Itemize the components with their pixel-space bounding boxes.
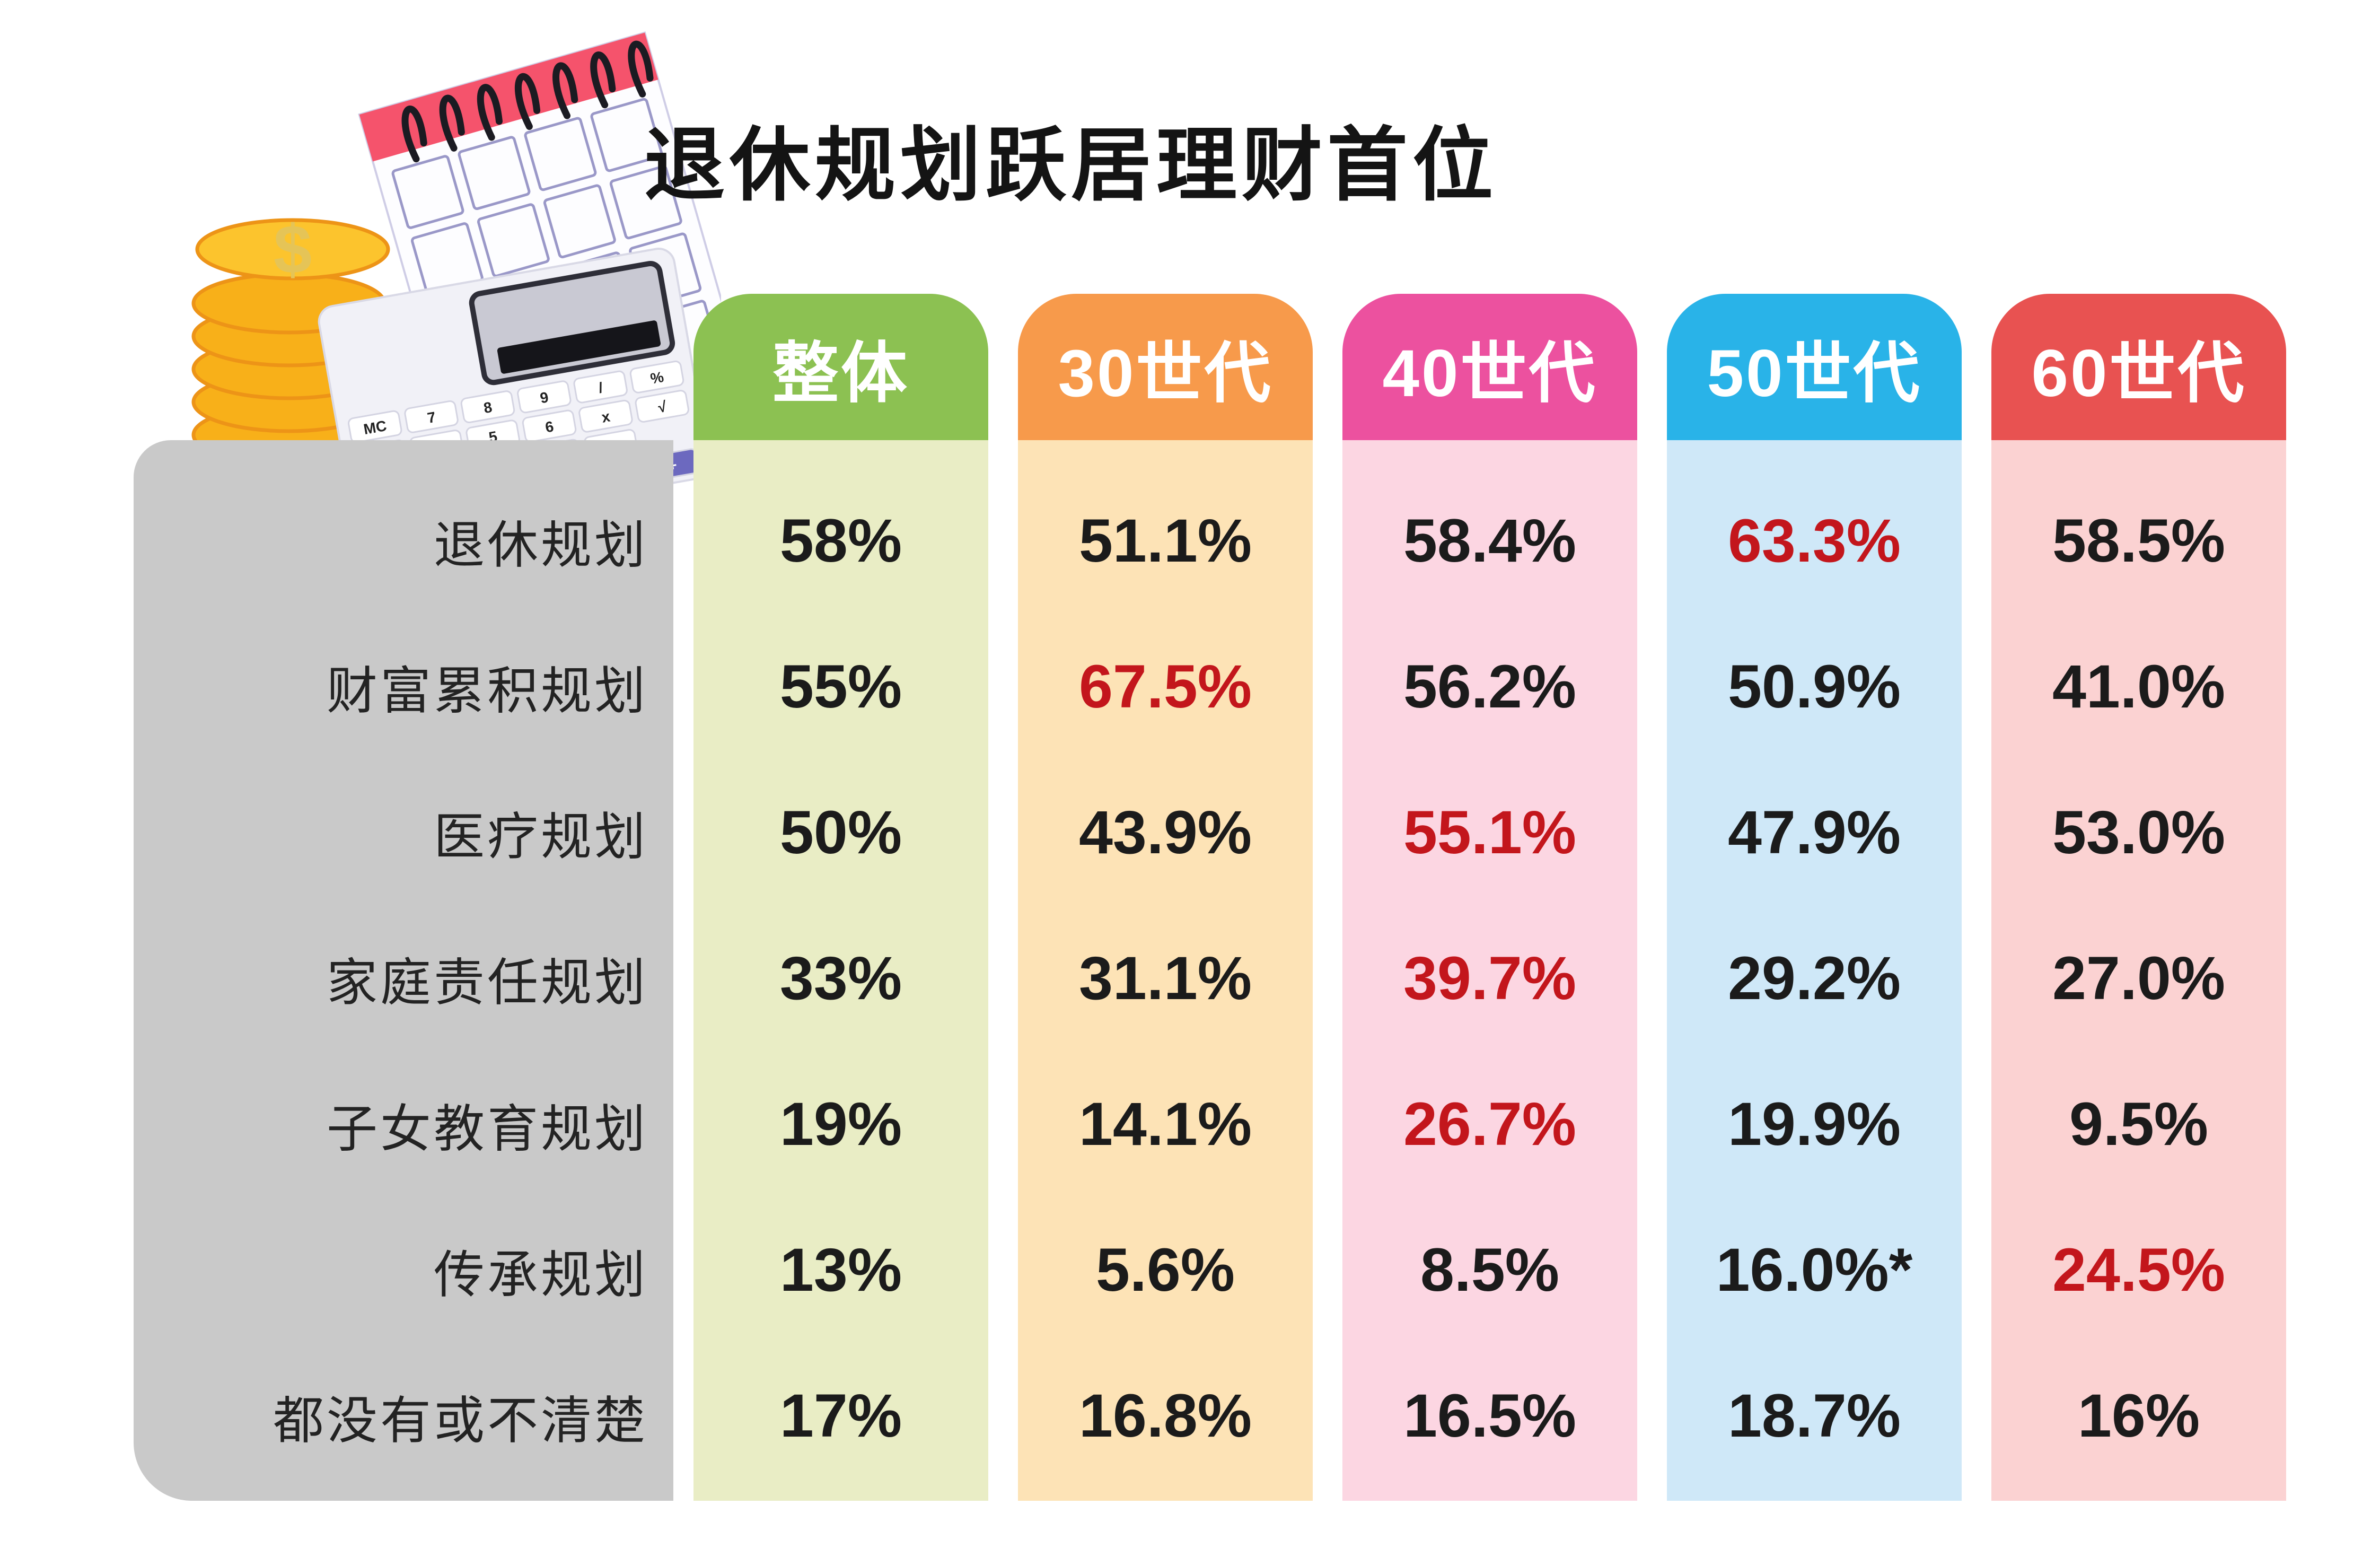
- data-column: 60世代 58.5% 41.0% 53.0% 27.0% 9.5% 24.5% 16%: [1991, 294, 2286, 1501]
- row-label: 家庭责任规划: [327, 955, 648, 1012]
- calculator-key: [573, 370, 628, 404]
- value-cell: 27.0%: [2052, 944, 2226, 1012]
- value-cell: 33%: [779, 944, 902, 1012]
- calculator-key: [635, 390, 689, 423]
- data-column: 40世代 58.4% 56.2% 55.1% 39.7% 26.7% 8.5% 16.5%: [1342, 294, 1637, 1501]
- column-header: 30世代: [1018, 294, 1313, 440]
- column-body: 58% 55% 50% 33% 19% 13% 17%: [693, 440, 988, 1501]
- value-cell: 26.7%: [1403, 1090, 1577, 1159]
- value-cell: 58.4%: [1403, 506, 1577, 575]
- calculator-key: [629, 360, 684, 393]
- column-body: 51.1% 67.5% 43.9% 31.1% 14.1% 5.6% 16.8%: [1018, 440, 1313, 1501]
- value-cell: 58.5%: [2052, 506, 2226, 575]
- calculator-key-label: MC: [362, 417, 388, 438]
- column-header: 50世代: [1667, 294, 1962, 440]
- column-body: 63.3% 50.9% 47.9% 29.2% 19.9% 16.0%* 18.7%: [1667, 440, 1962, 1501]
- calculator-key-label: √: [657, 398, 668, 416]
- calculator-key-label: 9: [539, 389, 550, 406]
- value-cell: 41.0%: [2052, 652, 2226, 721]
- value-cell: 16.5%: [1403, 1382, 1577, 1450]
- calculator-key-label: 7: [426, 409, 437, 426]
- row-label: 传承规划: [434, 1246, 648, 1303]
- row-label: 退休规划: [434, 517, 648, 574]
- value-cell: 19.9%: [1727, 1090, 1901, 1159]
- value-cell: 19%: [779, 1090, 902, 1159]
- column-body: 58.5% 41.0% 53.0% 27.0% 9.5% 24.5% 16%: [1991, 440, 2286, 1501]
- value-cell: 67.5%: [1078, 652, 1252, 721]
- column-body: 58.4% 56.2% 55.1% 39.7% 26.7% 8.5% 16.5%: [1342, 440, 1637, 1501]
- value-cell: 16%: [2077, 1382, 2200, 1450]
- calculator-key: [517, 380, 572, 414]
- calculator-key: [348, 410, 402, 443]
- value-cell: 47.9%: [1727, 798, 1901, 867]
- calculator-key: [578, 399, 633, 433]
- calculator-screen-band: [497, 320, 661, 374]
- data-column: 50世代 63.3% 50.9% 47.9% 29.2% 19.9% 16.0%* 18.7%: [1667, 294, 1962, 1501]
- column-header: 40世代: [1342, 294, 1637, 440]
- row-label: 都没有或不清楚: [273, 1392, 648, 1449]
- value-cell: 50%: [779, 798, 902, 867]
- row-label-panel: 退休规划财富累积规划医疗规划家庭责任规划 子女教育规划传承规划都没有或不清楚: [134, 440, 673, 1501]
- calculator-key-label: %: [649, 369, 665, 387]
- calendar-spiral-binding: [401, 40, 654, 163]
- column-header: 整体: [693, 294, 988, 440]
- value-cell: 55.1%: [1403, 798, 1577, 867]
- value-cell: 56.2%: [1403, 652, 1577, 721]
- calendar-red-band: [359, 32, 658, 162]
- data-column: 整体 58% 55% 50% 33% 19% 13% 17%: [693, 294, 988, 1501]
- value-cell: 58%: [779, 506, 902, 575]
- value-cell: 8.5%: [1420, 1236, 1560, 1305]
- value-cell: 18.7%: [1727, 1382, 1901, 1450]
- value-cell: 16.8%: [1078, 1382, 1252, 1450]
- page-title: 退休规划跃居理财首位: [644, 120, 1498, 211]
- value-cell: 17%: [779, 1382, 902, 1450]
- dollar-sign: $: [274, 211, 312, 288]
- value-cell: 29.2%: [1727, 944, 1901, 1012]
- value-cell: 24.5%: [2052, 1236, 2226, 1305]
- value-cell: 51.1%: [1078, 506, 1252, 575]
- data-column: 30世代 51.1% 67.5% 43.9% 31.1% 14.1% 5.6% 16.8%: [1018, 294, 1313, 1501]
- calculator-key-label: x: [600, 408, 611, 426]
- calculator-key: [522, 409, 577, 443]
- column-header: 60世代: [1991, 294, 2286, 440]
- row-label: 医疗规划: [434, 809, 648, 866]
- value-cell: 63.3%: [1727, 506, 1901, 575]
- calculator-key: [460, 390, 515, 424]
- data-columns: 整体 58% 55% 50% 33% 19% 13% 17% 30世代 51.1% 67.5% 43.…: [693, 294, 2286, 1501]
- value-cell: 13%: [779, 1236, 902, 1305]
- value-cell: 50.9%: [1727, 652, 1901, 721]
- value-cell: 39.7%: [1403, 944, 1577, 1012]
- calculator-key: [404, 400, 459, 433]
- value-cell: 43.9%: [1078, 798, 1252, 867]
- calculator-key-label: 8: [482, 399, 494, 416]
- row-label: 子女教育规划: [327, 1100, 648, 1158]
- value-cell: 16.0%*: [1716, 1236, 1913, 1305]
- value-cell: 53.0%: [2052, 798, 2226, 867]
- value-cell: 55%: [779, 652, 902, 721]
- value-cell: 14.1%: [1078, 1090, 1252, 1159]
- value-cell: 5.6%: [1095, 1236, 1235, 1305]
- value-cell: 9.5%: [2069, 1090, 2209, 1159]
- calculator-key-label: 6: [544, 418, 555, 435]
- value-cell: 31.1%: [1078, 944, 1252, 1012]
- row-label: 财富累积规划: [327, 663, 648, 720]
